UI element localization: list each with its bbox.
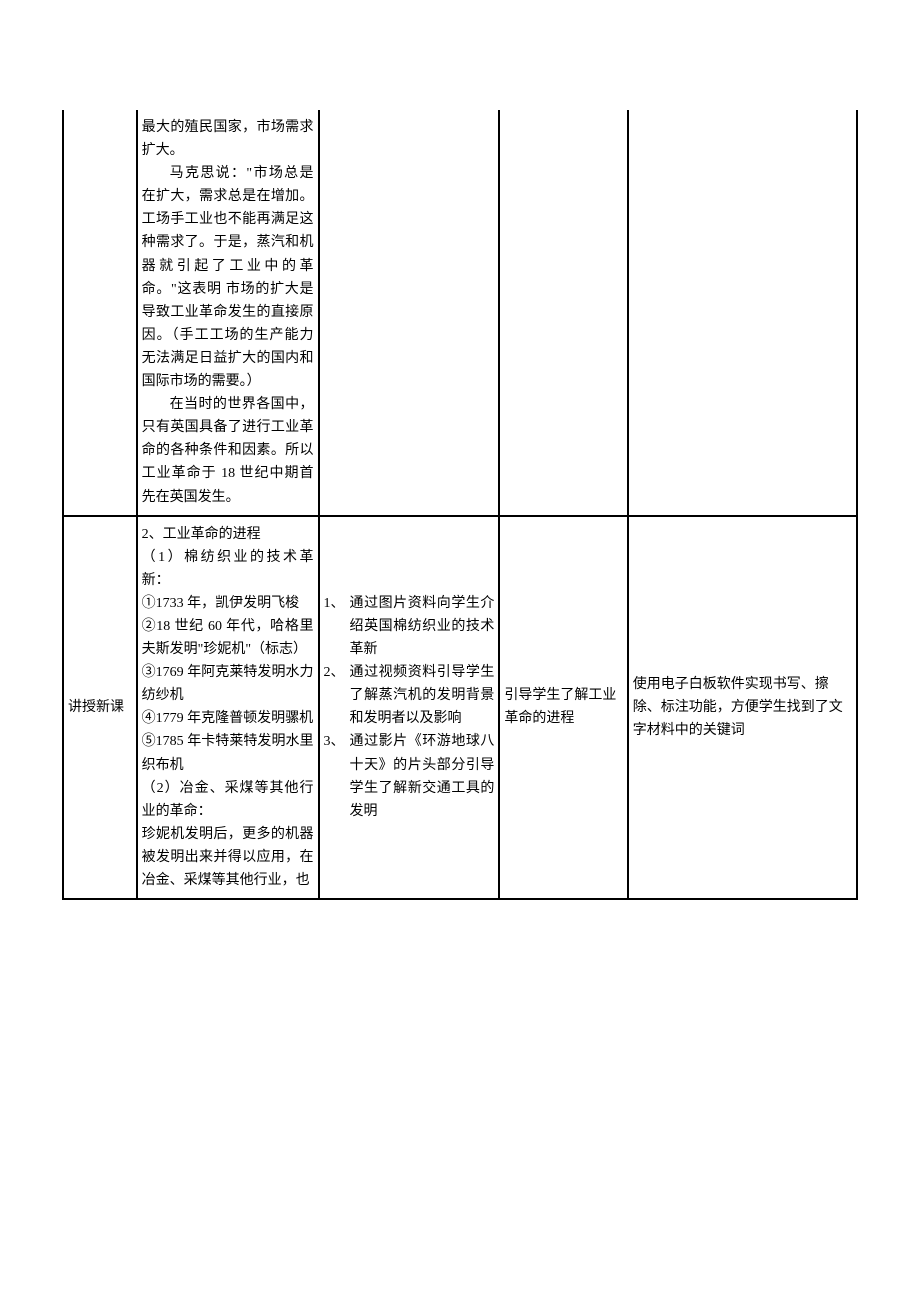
- content-paragraph: 马克思说："市场总是在扩大，需求总是在增加。工场手工业也不能再满足这种需求了。于…: [142, 162, 314, 393]
- content-subheading: （2）冶金、采煤等其他行业的革命：: [142, 777, 314, 823]
- table-row: 最大的殖民国家，市场需求扩大。 马克思说："市场总是在扩大，需求总是在增加。工场…: [63, 110, 857, 516]
- lesson-plan-table: 最大的殖民国家，市场需求扩大。 马克思说："市场总是在扩大，需求总是在增加。工场…: [62, 110, 858, 900]
- teacher-activity-item: 1、 通过图片资料向学生介绍英国棉纺织业的技术革新: [324, 592, 495, 661]
- info-tech-cell: 使用电子白板软件实现书写、擦除、标注功能，方便学生找到了文字材料中的关键词: [628, 516, 857, 900]
- student-activity-text: 引导学生了解工业革命的进程: [504, 688, 616, 726]
- content-item: ⑤1785 年卡特莱特发明水里织布机: [142, 730, 314, 776]
- content-item: ④1779 年克隆普顿发明骡机: [142, 707, 314, 730]
- stage-label-cell: [63, 110, 137, 516]
- content-subheading: （1）棉纺织业的技术革新：: [142, 546, 314, 592]
- teaching-content-cell: 2、工业革命的进程 （1）棉纺织业的技术革新： ①1733 年，凯伊发明飞梭 ②…: [137, 516, 319, 900]
- list-number: 2、: [324, 661, 350, 730]
- stage-label-cell: 讲授新课: [63, 516, 137, 900]
- teacher-activity-item: 2、 通过视频资料引导学生了解蒸汽机的发明背景和发明者以及影响: [324, 661, 495, 730]
- info-tech-cell: [628, 110, 857, 516]
- content-heading: 2、工业革命的进程: [142, 523, 314, 546]
- teacher-activity-text: 通过影片《环游地球八十天》的片头部分引导学生了解新交通工具的发明: [350, 730, 495, 822]
- teacher-activity-cell: [319, 110, 500, 516]
- content-paragraph: 最大的殖民国家，市场需求扩大。: [142, 116, 314, 162]
- content-item: ③1769 年阿克莱特发明水力纺纱机: [142, 661, 314, 707]
- list-number: 3、: [324, 730, 350, 822]
- list-number: 1、: [324, 592, 350, 661]
- table-row: 讲授新课 2、工业革命的进程 （1）棉纺织业的技术革新： ①1733 年，凯伊发…: [63, 516, 857, 900]
- teacher-activity-text: 通过图片资料向学生介绍英国棉纺织业的技术革新: [350, 592, 495, 661]
- teacher-activity-text: 通过视频资料引导学生了解蒸汽机的发明背景和发明者以及影响: [350, 661, 495, 730]
- teaching-content-cell: 最大的殖民国家，市场需求扩大。 马克思说："市场总是在扩大，需求总是在增加。工场…: [137, 110, 319, 516]
- student-activity-cell: [499, 110, 627, 516]
- student-activity-cell: 引导学生了解工业革命的进程: [499, 516, 627, 900]
- content-item: ①1733 年，凯伊发明飞梭: [142, 592, 314, 615]
- teacher-activity-item: 3、 通过影片《环游地球八十天》的片头部分引导学生了解新交通工具的发明: [324, 730, 495, 822]
- content-item: ②18 世纪 60 年代，哈格里夫斯发明"珍妮机"（标志）: [142, 615, 314, 661]
- stage-label: 讲授新课: [68, 700, 124, 715]
- content-paragraph: 珍妮机发明后，更多的机器被发明出来并得以应用，在冶金、采煤等其他行业，也: [142, 823, 314, 892]
- content-paragraph: 在当时的世界各国中，只有英国具备了进行工业革命的各种条件和因素。所以工业革命于 …: [142, 393, 314, 508]
- info-tech-text: 使用电子白板软件实现书写、擦除、标注功能，方便学生找到了文字材料中的关键词: [633, 677, 843, 738]
- teacher-activity-cell: 1、 通过图片资料向学生介绍英国棉纺织业的技术革新 2、 通过视频资料引导学生了…: [319, 516, 500, 900]
